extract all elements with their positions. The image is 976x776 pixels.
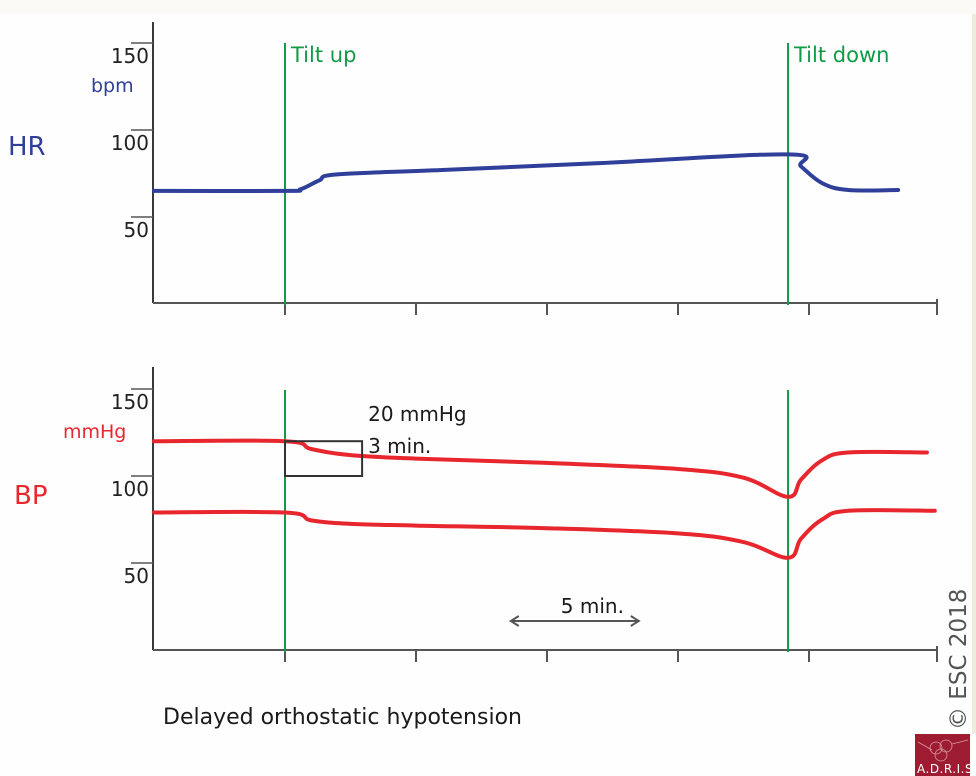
bp-panel: BP mmHg 150 100 50 20 mmHg 3 min. 5 min. (14, 367, 938, 662)
bp-unit-label: mmHg (63, 421, 126, 443)
bp-event-lines (284, 390, 790, 652)
tilt-down-label: Tilt down (793, 43, 889, 67)
hr-unit-label: bpm (91, 75, 134, 97)
bp-y-tick-label: 150 (111, 390, 149, 414)
bp-y-tick-label: 50 (124, 564, 149, 588)
hr-series (152, 152, 901, 194)
arrow-right-icon (630, 615, 641, 627)
drop-annotation-min: 3 min. (368, 434, 431, 458)
copyright-text: © ESC 2018 (946, 589, 972, 730)
tilt-up-label: Tilt up (290, 43, 356, 67)
five-min-label: 5 min. (561, 594, 624, 618)
caption: Delayed orthostatic hypotension (163, 705, 522, 730)
drop-annotation-box (284, 440, 364, 478)
logo-emblem-icon (917, 739, 969, 762)
bp-panel-label: BP (14, 481, 48, 511)
bp-series (152, 438, 937, 560)
hr-event-lines (284, 43, 790, 305)
hr-panel: HR bpm 150 100 50 Tilt up Tilt down (8, 22, 938, 315)
bp-axes: 150 100 50 (111, 367, 938, 662)
five-min-scale-arrow (508, 615, 641, 627)
right-border-strip (972, 14, 976, 734)
bp-series-systolic (152, 438, 929, 499)
hr-y-tick-label: 150 (111, 44, 149, 68)
hr-y-tick-label: 100 (111, 131, 149, 155)
hr-series-hr (152, 152, 901, 194)
bp-series-diastolic (152, 508, 937, 560)
arrow-left-icon (508, 615, 520, 627)
bp-y-tick-label: 100 (111, 477, 149, 501)
hr-axes: 150 100 50 (111, 22, 938, 315)
logo-text: A.D.R.I.S (917, 762, 973, 776)
hr-y-tick-label: 50 (124, 218, 149, 242)
drop-annotation-mmhg: 20 mmHg (368, 402, 467, 426)
top-border-strip (0, 0, 976, 14)
hr-panel-label: HR (8, 132, 46, 162)
adris-logo: A.D.R.I.S (915, 734, 973, 776)
